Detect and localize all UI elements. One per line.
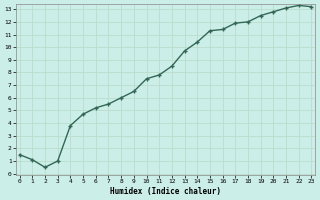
- X-axis label: Humidex (Indice chaleur): Humidex (Indice chaleur): [110, 187, 221, 196]
